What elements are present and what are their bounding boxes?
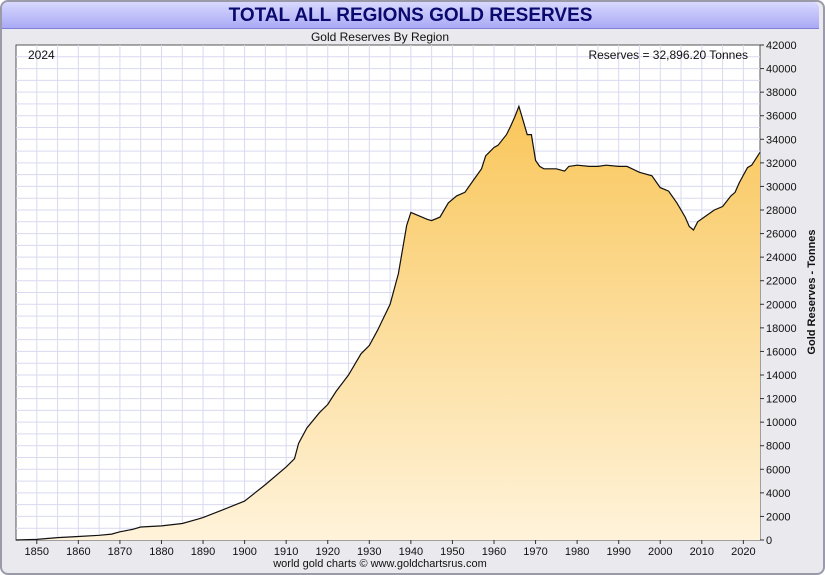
x-tick-label: 2010 xyxy=(690,546,714,558)
x-tick-label: 1910 xyxy=(274,546,298,558)
x-tick-label: 1960 xyxy=(482,546,506,558)
x-tick-label: 1940 xyxy=(399,546,423,558)
x-tick-label: 1990 xyxy=(606,546,630,558)
y-tick-label: 38000 xyxy=(766,87,797,99)
y-tick-label: 24000 xyxy=(766,252,797,264)
x-tick-label: 1950 xyxy=(440,546,464,558)
x-tick-label: 1860 xyxy=(66,546,90,558)
y-tick-label: 42000 xyxy=(766,40,797,52)
x-tick-label: 2020 xyxy=(731,546,755,558)
reserves-area xyxy=(16,106,760,541)
x-tick-label: 1890 xyxy=(191,546,215,558)
y-tick-label: 30000 xyxy=(766,181,797,193)
y-tick-label: 6000 xyxy=(766,464,790,476)
y-tick-label: 26000 xyxy=(766,229,797,241)
y-tick-label: 34000 xyxy=(766,134,797,146)
y-tick-label: 10000 xyxy=(766,417,797,429)
x-tick-label: 1850 xyxy=(25,546,49,558)
y-tick-label: 0 xyxy=(766,535,772,547)
x-tick-label: 1880 xyxy=(149,546,173,558)
source-footer: world gold charts © www.goldchartsrus.co… xyxy=(273,558,487,570)
y-tick-label: 36000 xyxy=(766,111,797,123)
x-tick-label: 2000 xyxy=(648,546,672,558)
x-tick-label: 1970 xyxy=(523,546,547,558)
y-tick-label: 28000 xyxy=(766,205,797,217)
x-tick-label: 1920 xyxy=(315,546,339,558)
y-tick-label: 40000 xyxy=(766,64,797,76)
x-tick-label: 1900 xyxy=(232,546,256,558)
x-tick-label: 1870 xyxy=(108,546,132,558)
reserves-annotation: Reserves = 32,896.20 Tonnes xyxy=(588,48,748,62)
y-tick-label: 8000 xyxy=(766,441,790,453)
y-tick-label: 16000 xyxy=(766,346,797,358)
reserves-line xyxy=(15,104,761,541)
year-label: 2024 xyxy=(28,48,55,62)
y-tick-label: 32000 xyxy=(766,158,797,170)
x-tick-label: 1980 xyxy=(565,546,589,558)
x-tick-label: 1930 xyxy=(357,546,381,558)
y-tick-label: 20000 xyxy=(766,299,797,311)
title-band: TOTAL ALL REGIONS GOLD RESERVES xyxy=(2,2,819,29)
chart-subtitle: Gold Reserves By Region xyxy=(310,30,450,44)
y-tick-label: 22000 xyxy=(766,276,797,288)
y-tick-label: 18000 xyxy=(766,323,797,335)
y-tick-label: 12000 xyxy=(766,394,797,406)
y-axis-label: Gold Reserves - Tonnes xyxy=(806,229,818,354)
x-axis: 1850 1860 1870 1880 1890 1900 1910 1920 1930 1940… xyxy=(25,540,756,558)
chart-title: TOTAL ALL REGIONS GOLD RESERVES xyxy=(228,5,593,26)
y-tick-label: 14000 xyxy=(766,370,797,382)
y-tick-label: 4000 xyxy=(766,488,790,500)
y-tick-label: 2000 xyxy=(766,511,790,523)
y-axis: 0 2000 4000 6000 8000 10000 12000 14000 16000 180… xyxy=(760,40,797,547)
